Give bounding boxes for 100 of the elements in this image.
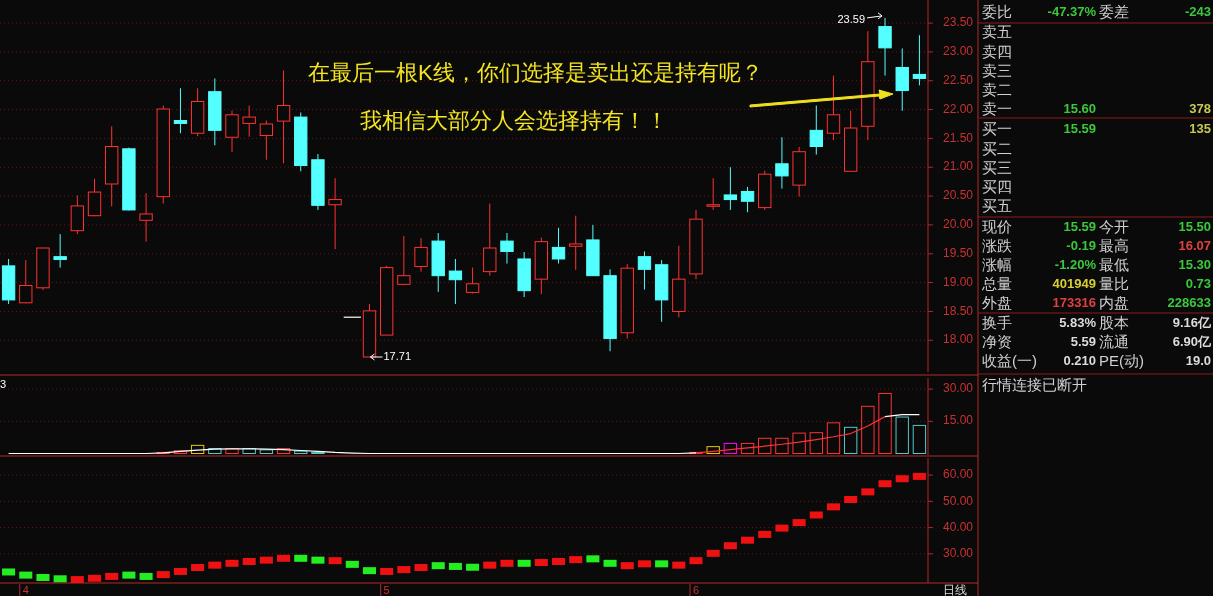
text: 15.30 [1178,257,1211,273]
text: 今开 [1099,217,1129,235]
candlestick [826,75,841,141]
candlestick [723,166,738,211]
text: 5.83% [1059,315,1097,331]
text: 378 [1189,101,1211,117]
candlestick [225,110,239,153]
candlestick [878,17,892,77]
bar [294,450,308,454]
text: 0.210 [1063,353,1096,369]
candlestick [706,177,720,211]
text: 收益(一) [982,351,1037,369]
bar [311,451,325,454]
y-tick-label: 23.00 [943,44,974,59]
y-tick-label: 50.00 [943,493,974,508]
y-tick-label: 40.00 [943,519,974,534]
candlestick [328,177,342,250]
candlestick [500,232,514,265]
text: 委差 [1099,2,1129,20]
text: 15.59 [1063,121,1096,137]
text: 5.59 [1070,334,1096,350]
annotation: 在最后一根K线，你们选择是卖出还是持有呢？ [308,60,763,85]
text: 买三 [982,158,1012,176]
y-tick-label: 18.00 [943,332,974,347]
text: -243 [1184,4,1211,20]
candlestick [259,120,274,161]
text: 135 [1189,121,1211,137]
y-tick-label: 21.50 [943,130,974,145]
text: 16.07 [1178,238,1211,254]
text: 卖三 [982,61,1012,79]
y-tick-label: 23.50 [943,15,974,30]
text: 内盘 [1099,293,1129,311]
candlestick [895,47,909,112]
text: 外盘 [982,293,1012,311]
x-tick-label: 6 [692,584,700,596]
y-tick-label: 21.00 [943,159,974,174]
bar [259,449,274,454]
text: 19.0 [1185,353,1211,369]
text: 15.60 [1063,101,1096,117]
y-tick-label: 19.50 [943,245,974,260]
text: 卖五 [982,22,1012,40]
text: 股本 [1099,313,1129,331]
text: 日线 [943,583,967,596]
text: 228633 [1167,295,1211,311]
y-tick-label: 30.00 [943,381,974,396]
bar [912,424,927,454]
text: 行情连接已断开 [982,375,1087,393]
bar [276,448,291,454]
text: -47.37% [1047,4,1097,20]
x-tick-label: 5 [383,584,390,596]
candlestick [448,258,463,305]
candlestick [242,105,256,138]
candlestick [19,259,33,304]
text: 涨幅 [982,255,1012,273]
bar [843,426,858,454]
text: 流通 [1099,332,1129,350]
text: 量比 [1099,274,1129,292]
text: 买二 [982,139,1012,157]
text: -0.19 [1066,238,1096,254]
y-tick-label: 15.00 [943,413,974,428]
y-tick-label: 18.50 [943,303,974,318]
y-tick-label: 60.00 [943,467,974,482]
bar [208,448,222,454]
bar [706,446,720,454]
candlestick [809,105,823,156]
bar [723,442,738,454]
text: 涨跌 [982,236,1012,254]
text: 买四 [982,177,1012,195]
y-tick-label: 19.00 [943,274,974,289]
text: 买一 [982,119,1012,137]
annotation: 我相信大部分人会选择持有！！ [360,108,668,133]
candlestick [173,87,188,134]
bar [190,444,205,454]
candlestick [637,250,652,291]
text: 现价 [982,217,1012,235]
candlestick [775,136,789,190]
candlestick [465,267,480,295]
bar [895,416,909,454]
text: 9.16亿 [1172,315,1212,331]
x-tick-label: 4 [22,584,29,596]
text: 15.59 [1063,219,1096,235]
candlestick [551,227,566,265]
candlestick [87,178,102,217]
candlestick [483,203,497,277]
text: 15.50 [1178,219,1211,235]
candlestick [397,235,411,285]
text: PE(动) [1099,351,1144,369]
text: -1.20% [1054,257,1097,273]
text: 净资 [982,332,1012,350]
text: 总量 [981,274,1012,292]
text: 买五 [982,196,1012,214]
text: 卖四 [982,42,1012,60]
y-tick-label: 20.50 [943,188,974,203]
candlestick [139,192,153,243]
text: 173316 [1052,295,1096,311]
bar [173,450,188,454]
candlestick [740,186,755,213]
candlestick [276,69,291,164]
y-tick-label: 20.00 [943,217,974,232]
text: 卖二 [982,80,1012,98]
